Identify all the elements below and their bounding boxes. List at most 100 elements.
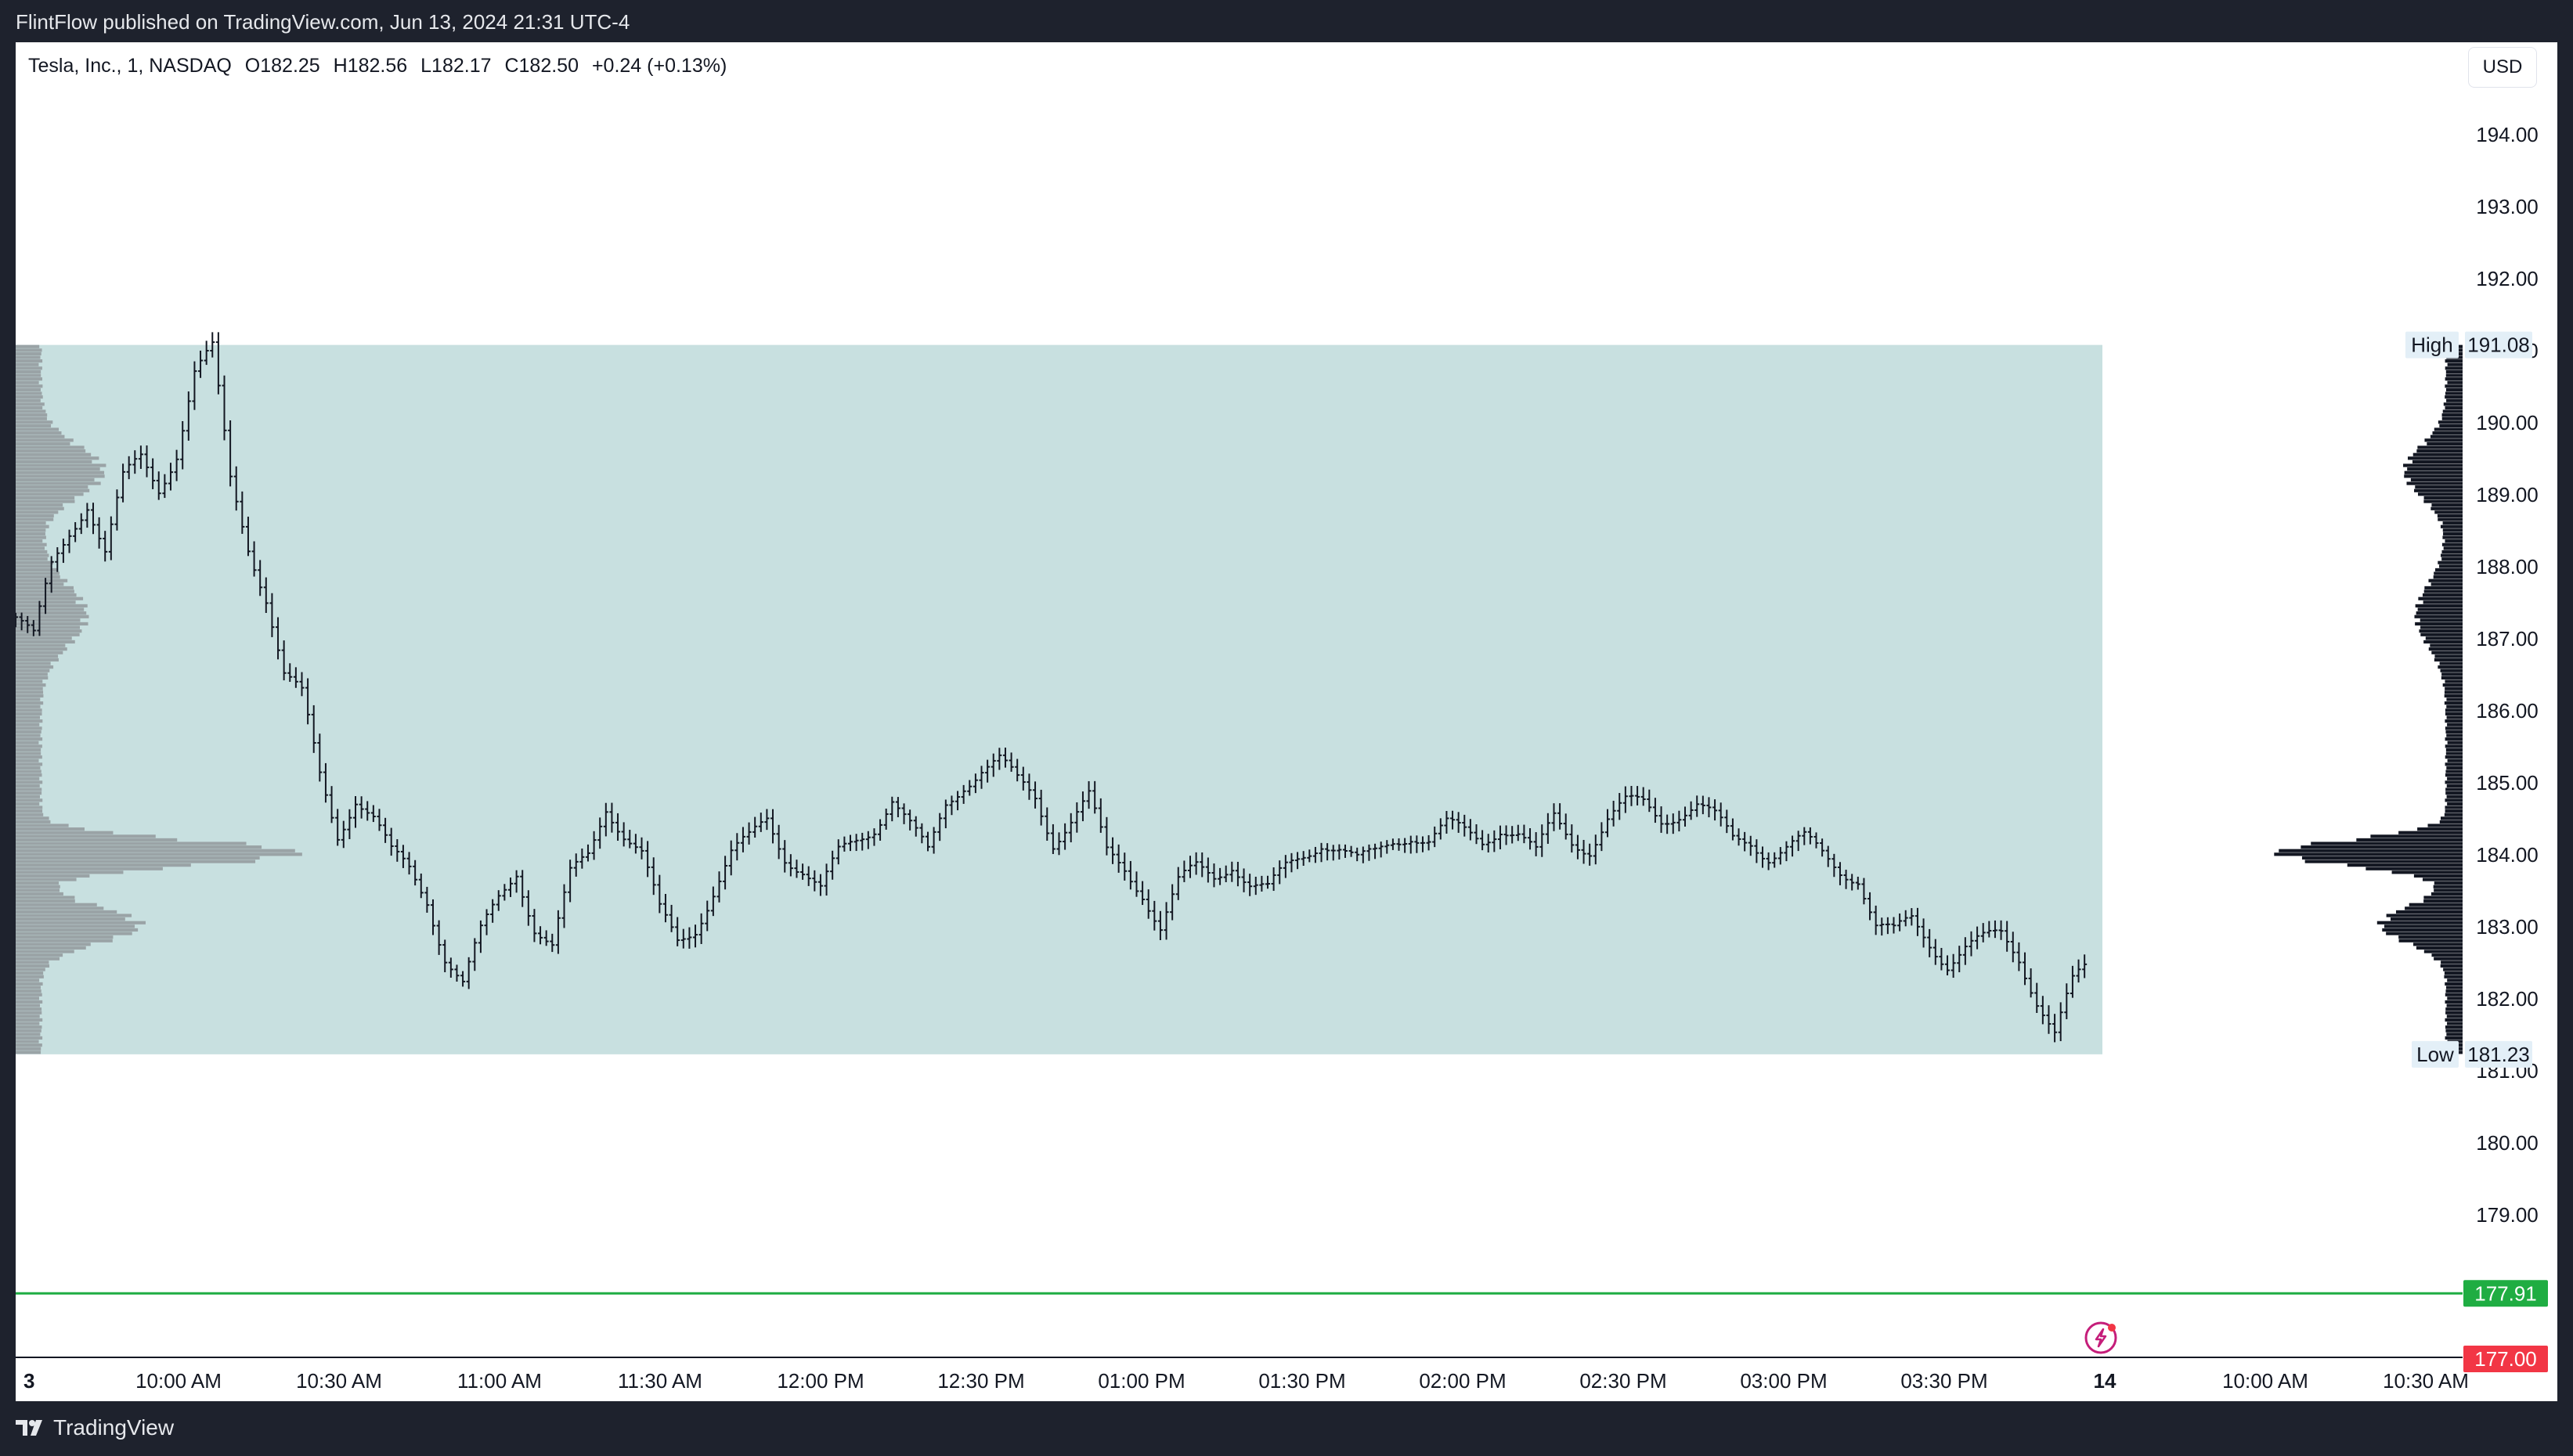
right-profile-row [2416,449,2463,453]
right-profile-row [2440,816,2463,820]
price-tick-label: 190.00 [2476,411,2539,434]
right-profile-row [2438,517,2463,521]
candle [162,474,168,499]
candle [1157,910,1163,941]
right-profile-row [2274,852,2463,856]
left-profile-row [16,827,85,831]
candle [1605,809,1611,838]
time-tick-label: 02:00 PM [1419,1369,1506,1393]
candle [126,456,132,480]
left-profile-row [16,694,44,698]
time-tick-label: 3 [23,1369,34,1393]
candle [1170,884,1175,921]
right-profile-row [2423,899,2463,903]
candle [1563,813,1568,840]
right-profile-row [2403,463,2463,467]
left-profile-row [16,708,42,712]
left-profile-row [16,755,42,759]
left-profile-row [16,787,42,791]
chart-canvas[interactable]: 194.00193.00192.00191.00190.00189.00188.… [13,42,2557,1401]
candle [1885,917,1890,935]
right-profile-row [2430,892,2463,896]
candle [919,823,925,844]
left-profile-row [16,809,43,813]
range-box[interactable] [16,344,2102,1054]
right-profile-row [2301,856,2463,860]
left-profile-row [16,1033,41,1036]
right-profile-row [2417,607,2463,611]
candle [931,827,936,854]
high-value-tag-bg [2465,331,2532,359]
candle [1467,819,1473,841]
candle [1569,824,1575,853]
left-profile-row [16,769,42,773]
candle [830,850,835,880]
candle [1515,824,1521,842]
left-volume-profile [16,344,302,1054]
right-profile-row [2434,658,2463,662]
candle [1116,844,1121,873]
candle [1193,852,1199,875]
right-profile-row [2446,733,2463,737]
right-profile-row [2434,571,2463,575]
left-profile-row [16,441,70,446]
left-profile-row [16,377,42,381]
candle [150,458,156,489]
candle [103,531,108,562]
candle [1175,867,1181,900]
right-profile-row [2412,942,2463,946]
candle [1932,939,1938,965]
brand[interactable]: TradingView [16,1415,174,1440]
right-profile-row [2438,420,2463,424]
left-profile-row [16,348,42,352]
candle [878,819,883,841]
left-profile-row [16,852,302,856]
left-profile-row [16,802,40,806]
right-profile-row [2391,870,2463,874]
right-profile-row [2446,784,2463,788]
right-profile-row [2447,1022,2463,1025]
right-profile-row [2445,1000,2463,1004]
candle [1700,795,1705,815]
candle [1396,838,1402,851]
left-profile-row [16,849,295,852]
right-profile-row [2445,359,2463,363]
left-profile-row [16,467,100,471]
price-tick-label: 179.00 [2476,1203,2539,1227]
candle [1951,953,1956,978]
right-profile-row [2434,427,2463,431]
left-profile-row [16,993,42,996]
candle [806,866,811,886]
right-profile-row [2398,935,2463,939]
candle [890,796,895,822]
right-profile-row [2408,456,2463,460]
left-profile-row [16,535,46,539]
candle [25,615,31,633]
left-profile-row [16,978,40,982]
candle [842,836,847,852]
symbol-name[interactable]: Tesla, Inc., 1, NASDAQ [28,55,232,77]
candle [19,612,24,631]
right-profile-row [2434,957,2463,960]
left-profile-row [16,546,45,550]
candle [276,617,281,660]
candle [848,834,853,852]
left-profile-row [16,1015,40,1018]
left-profile-row [16,715,41,719]
candle [1587,843,1593,866]
candle [800,863,806,880]
candle [2005,921,2010,952]
right-profile-row [2434,881,2463,885]
currency-button[interactable]: USD [2468,47,2537,88]
lightning-icon[interactable] [2084,1321,2117,1354]
left-profile-row [16,474,105,478]
candle [1366,844,1372,861]
candle [573,853,579,877]
candle [1462,814,1467,837]
left-profile-row [16,863,191,867]
chart-pane[interactable]: 194.00193.00192.00191.00190.00189.00188.… [13,42,2557,1401]
right-profile-row [2445,377,2463,381]
time-tick-label: 12:00 PM [777,1369,864,1393]
candle [1831,853,1837,878]
left-profile-row [16,485,88,489]
